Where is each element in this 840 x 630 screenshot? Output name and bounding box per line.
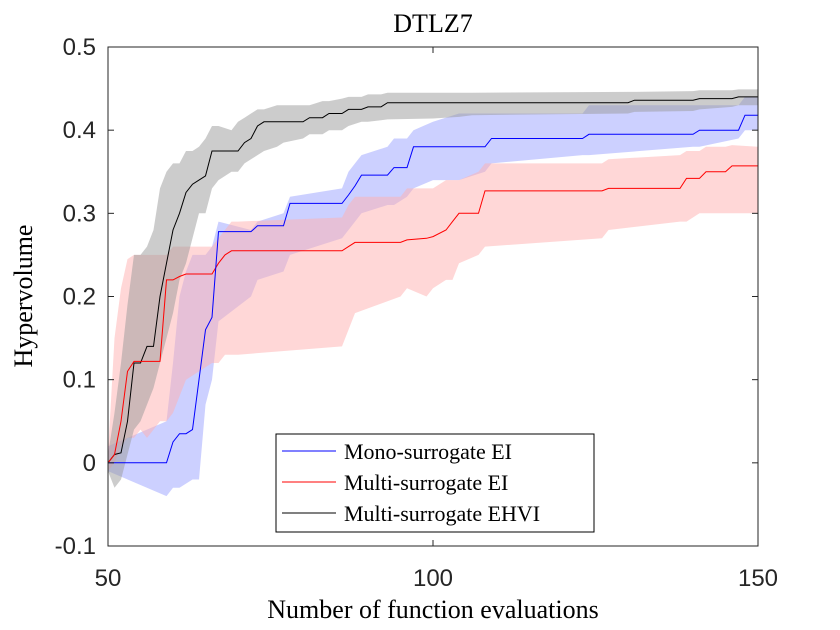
multi-surrogate-ehvi-line (108, 96, 758, 464)
y-tick-label: -0.1 (55, 533, 96, 560)
chart-title: DTLZ7 (393, 9, 472, 38)
multi-surrogate-ei-band (108, 145, 758, 472)
x-axis-label: Number of function evaluations (267, 595, 598, 624)
y-axis-label: Hypervolume (9, 225, 38, 368)
y-tick-label: 0.2 (63, 284, 96, 311)
y-tick-label: 0 (83, 450, 96, 477)
legend: Mono-surrogate EI Multi-surrogate EI Multi… (275, 433, 595, 533)
y-tick-label: 0.1 (63, 367, 96, 394)
multi-surrogate-ei-line (108, 165, 758, 464)
y-tick-label: 0.3 (63, 200, 96, 227)
legend-label-multi-surrogate-ehvi: Multi-surrogate EHVI (344, 501, 540, 526)
axis-ticks: 50 100 150 -0.1 0 0.1 0.2 0.3 0.4 0.5 (55, 34, 778, 592)
legend-label-mono-surrogate-ei: Mono-surrogate EI (344, 439, 512, 464)
legend-box (275, 433, 595, 533)
x-tick-label: 50 (95, 565, 122, 592)
x-tick-label: 150 (738, 565, 778, 592)
mono-surrogate-ei-line (108, 114, 758, 464)
x-tick-label: 100 (413, 565, 453, 592)
legend-label-multi-surrogate-ei: Multi-surrogate EI (344, 470, 508, 495)
plot-area (108, 89, 758, 497)
y-tick-label: 0.5 (63, 34, 96, 61)
y-tick-label: 0.4 (63, 117, 96, 144)
